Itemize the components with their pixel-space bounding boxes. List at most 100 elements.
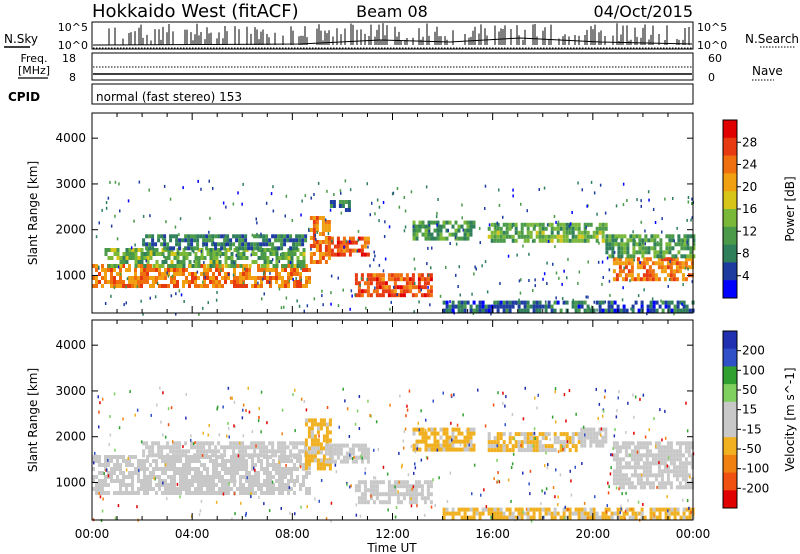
data-cell <box>203 467 206 471</box>
data-cell <box>484 507 488 512</box>
y-tick-label: 4000 <box>55 338 86 352</box>
data-cell <box>327 256 331 260</box>
data-cell <box>633 445 637 450</box>
data-cell <box>666 261 670 266</box>
noise-cell <box>504 423 506 427</box>
data-cell <box>679 515 683 520</box>
noise-cell <box>220 269 222 272</box>
noise-cell <box>201 454 204 457</box>
data-cell <box>360 289 364 294</box>
data-cell <box>307 466 311 471</box>
data-cell <box>321 240 325 244</box>
data-cell <box>547 432 551 437</box>
data-cell <box>618 449 622 454</box>
data-cell <box>354 248 358 253</box>
data-cell <box>663 449 667 454</box>
data-cell <box>469 431 473 436</box>
data-cell <box>119 491 122 495</box>
data-cell <box>686 242 690 247</box>
data-cell <box>193 246 197 251</box>
noise-cell <box>231 396 233 400</box>
data-cell <box>221 463 224 467</box>
noise-cell <box>303 309 305 313</box>
noise-cell <box>477 388 479 392</box>
data-cell <box>655 308 659 313</box>
data-cell <box>630 441 634 446</box>
data-cell <box>324 220 328 224</box>
noise-cell <box>414 223 416 227</box>
data-cell <box>305 268 308 272</box>
data-cell <box>466 427 470 432</box>
data-cell <box>595 300 599 305</box>
data-cell <box>414 496 418 501</box>
data-cell <box>104 459 107 463</box>
data-cell <box>224 459 227 463</box>
data-cell <box>541 507 545 512</box>
data-cell <box>230 463 233 467</box>
data-cell <box>166 445 170 450</box>
data-cell <box>250 453 254 458</box>
data-cell <box>520 511 524 516</box>
data-cell <box>176 260 180 264</box>
data-cell <box>658 515 662 520</box>
data-cell <box>366 240 370 245</box>
noise-cell <box>222 492 225 496</box>
data-cell <box>200 491 203 495</box>
data-cell <box>366 459 370 464</box>
noise-cell <box>370 494 372 498</box>
data-cell <box>646 308 650 313</box>
data-cell <box>122 491 125 495</box>
data-cell <box>496 440 500 445</box>
data-cell <box>408 289 412 294</box>
data-cell <box>638 234 642 239</box>
data-cell <box>520 300 524 305</box>
data-cell <box>107 280 110 284</box>
data-cell <box>378 277 382 282</box>
data-cell <box>678 269 682 274</box>
noise-cell <box>159 386 161 390</box>
data-cell <box>580 304 584 309</box>
data-cell <box>178 238 182 243</box>
data-cell <box>617 246 621 251</box>
data-cell <box>526 238 530 243</box>
noise-cell <box>496 221 498 225</box>
data-cell <box>327 228 331 232</box>
data-cell <box>304 238 308 243</box>
data-cell <box>260 467 263 471</box>
data-cell <box>508 304 512 309</box>
data-cell <box>257 276 260 280</box>
data-cell <box>475 304 479 309</box>
data-cell <box>146 479 149 483</box>
data-cell <box>197 276 200 280</box>
data-cell <box>298 453 302 458</box>
data-cell <box>454 439 458 444</box>
data-cell <box>645 465 649 470</box>
data-cell <box>312 260 316 264</box>
data-cell <box>354 277 358 282</box>
data-cell <box>116 459 119 463</box>
noise-cell <box>194 441 196 445</box>
noise-cell <box>382 465 385 469</box>
data-cell <box>487 448 491 453</box>
data-cell <box>631 308 635 313</box>
data-cell <box>487 507 491 512</box>
data-cell <box>269 483 272 487</box>
data-cell <box>351 447 355 452</box>
data-cell <box>589 431 593 436</box>
noise-cell <box>285 194 288 198</box>
data-cell <box>499 432 503 437</box>
data-cell <box>675 257 679 262</box>
noise-cell <box>383 235 386 238</box>
data-cell <box>193 238 197 243</box>
noise-cell <box>263 292 265 296</box>
data-cell <box>429 289 433 294</box>
data-cell <box>589 515 593 520</box>
data-cell <box>637 308 641 313</box>
data-cell <box>520 226 524 231</box>
data-cell <box>146 455 149 459</box>
data-cell <box>626 238 630 243</box>
data-cell <box>565 226 569 231</box>
data-cell <box>209 487 212 491</box>
data-cell <box>113 455 116 459</box>
data-cell <box>673 304 677 309</box>
